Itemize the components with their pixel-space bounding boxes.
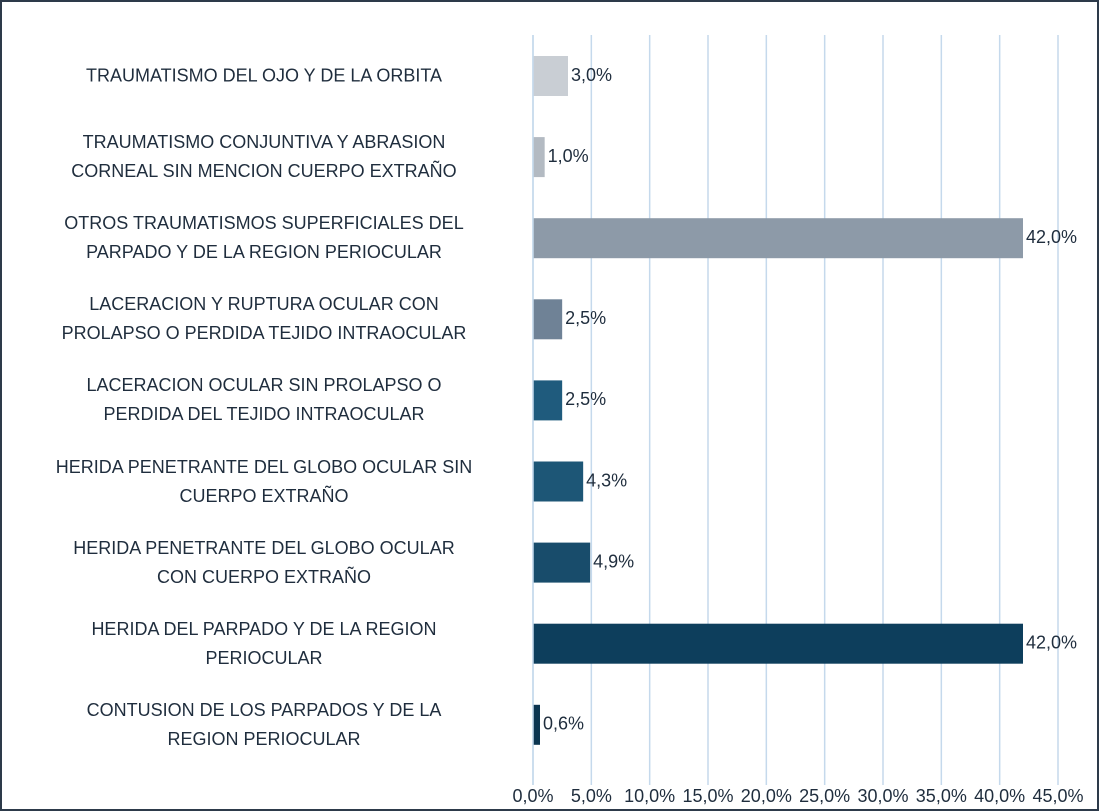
bar	[533, 380, 563, 421]
category-label: HERIDA PENETRANTE DEL GLOBO OCULAR CON C…	[73, 537, 455, 587]
value-label: 4,3%	[586, 470, 627, 490]
x-tick-label: 10,0%	[624, 786, 675, 806]
x-tick-label: 15,0%	[682, 786, 733, 806]
bar	[533, 56, 568, 96]
bar	[533, 218, 1023, 259]
x-tick-label: 20,0%	[741, 786, 792, 806]
x-tick-label: 30,0%	[857, 786, 908, 806]
category-label: HERIDA DEL PARPADO Y DE LA REGION PERIOC…	[91, 618, 437, 668]
value-label: 2,5%	[565, 389, 606, 409]
value-label: 0,6%	[543, 714, 584, 734]
category-label: LACERACION Y RUPTURA OCULAR CON PROLAPSO…	[61, 294, 467, 344]
bar	[533, 461, 584, 502]
value-label: 42,0%	[1026, 632, 1077, 652]
x-tick-label: 40,0%	[974, 786, 1025, 806]
bar	[533, 623, 1023, 664]
category-label: LACERACION OCULAR SIN PROLAPSO O PERDIDA…	[86, 375, 442, 425]
value-label: 42,0%	[1026, 227, 1077, 247]
x-tick-label: 25,0%	[799, 786, 850, 806]
category-label: CONTUSION DE LOS PARPADOS Y DE LA REGION…	[86, 699, 442, 749]
bar	[533, 704, 540, 745]
x-tick-label: 5,0%	[571, 786, 612, 806]
category-label: TRAUMATISMO CONJUNTIVA Y ABRASION CORNEA…	[71, 132, 457, 182]
value-label: 2,5%	[565, 308, 606, 328]
category-label: HERIDA PENETRANTE DEL GLOBO OCULAR SIN C…	[55, 456, 473, 506]
x-tick-label: 45,0%	[1032, 786, 1083, 806]
bar	[533, 299, 563, 340]
x-tick-label: 0,0%	[512, 786, 553, 806]
category-label: TRAUMATISMO DEL OJO Y DE LA ORBITA	[85, 65, 443, 86]
bar	[533, 542, 591, 583]
x-tick-label: 35,0%	[916, 786, 967, 806]
value-label: 3,0%	[571, 65, 612, 85]
value-label: 4,9%	[593, 551, 634, 571]
bar	[533, 137, 545, 178]
category-label: OTROS TRAUMATISMOS SUPERFICIALES DEL PAR…	[64, 213, 464, 263]
value-label: 1,0%	[548, 146, 589, 166]
